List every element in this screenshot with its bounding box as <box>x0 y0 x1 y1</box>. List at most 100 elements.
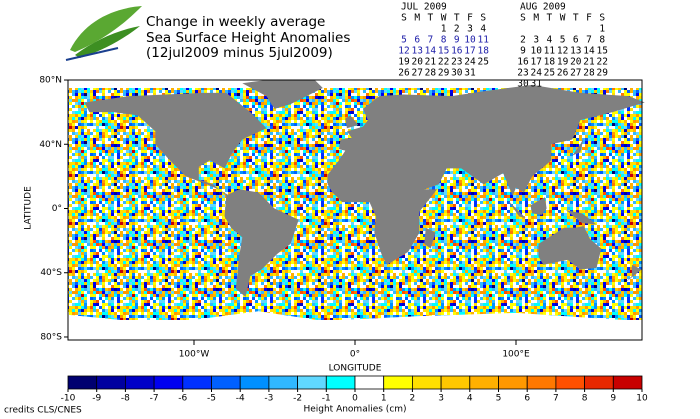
calendar-day: 15 <box>438 46 449 57</box>
color-box <box>268 375 298 390</box>
calendar-day: 22 <box>438 57 449 68</box>
weekday: F <box>586 13 592 24</box>
colorbar-tick-label: 4 <box>467 394 473 404</box>
credits: credits CLS/CNES <box>4 406 82 416</box>
calendar-day: 28 <box>583 68 595 79</box>
weekday: S <box>599 13 605 24</box>
calendar-day: 31 <box>530 79 542 90</box>
color-box <box>383 375 413 390</box>
continent <box>224 189 299 297</box>
calendar-day: 14 <box>583 46 595 57</box>
colorbar-tick-label: 9 <box>610 394 616 404</box>
color-box <box>498 375 528 390</box>
continent <box>564 137 584 159</box>
calendar-day: 17 <box>530 57 541 68</box>
y-tick-label: 80°N <box>39 76 62 86</box>
y-axis-label: LATITUDE <box>24 186 34 230</box>
calendar-day: 25 <box>477 57 488 68</box>
calendar-month: JUL 2009 <box>401 2 447 13</box>
calendar-day: 14 <box>425 46 437 57</box>
calendar-day: 30 <box>517 79 529 90</box>
continent <box>345 115 359 129</box>
weekday: T <box>573 13 579 24</box>
calendar-day: 7 <box>428 35 434 46</box>
color-box <box>239 375 270 390</box>
color-box <box>67 375 98 390</box>
color-box <box>440 375 471 390</box>
x-tick-label: 100°W <box>179 350 210 360</box>
title-line: Sea Surface Height Anomalies <box>146 30 350 46</box>
calendar-day: 22 <box>596 57 607 68</box>
calendar-day: 10 <box>464 35 476 46</box>
calendar-day: 19 <box>557 57 569 68</box>
calendar-day: 5 <box>560 35 566 46</box>
calendar-day: 24 <box>464 57 476 68</box>
color-box <box>96 375 126 390</box>
calendar-day: 2 <box>520 35 526 46</box>
continent <box>84 92 267 196</box>
calendar-day: 8 <box>441 35 447 46</box>
calendar-month: AUG 2009 <box>520 2 566 13</box>
calendar-day: 19 <box>398 57 410 68</box>
continent <box>538 226 602 270</box>
calendar-day: 6 <box>414 35 420 46</box>
colorbar-tick-label: -3 <box>264 394 273 404</box>
colorbar-tick-label: 1 <box>381 394 387 404</box>
continent <box>242 80 323 109</box>
y-tick-label: 40°N <box>39 140 62 150</box>
colorbar-tick-label: 0 <box>352 394 358 404</box>
title-line: (12jul2009 minus 5jul2009) <box>146 45 333 61</box>
calendar-day: 5 <box>401 35 407 46</box>
color-box <box>555 375 586 390</box>
colorbar-tick-label: 8 <box>582 394 588 404</box>
colorbar-tick-label: 5 <box>496 394 502 404</box>
calendar-day: 12 <box>398 46 409 57</box>
colorbar-tick-label: -10 <box>61 394 76 404</box>
calendar-day: 13 <box>411 46 422 57</box>
continent <box>565 210 597 225</box>
weekday: W <box>560 13 566 24</box>
weekday: W <box>441 13 447 24</box>
colorbar-tick-label: -1 <box>322 394 331 404</box>
calendar-day: 31 <box>464 68 476 79</box>
colorbar-tick-label: 10 <box>636 394 648 404</box>
weekday: M <box>414 13 420 24</box>
color-box <box>411 375 442 390</box>
weekday: S <box>520 13 526 24</box>
calendar-day: 11 <box>544 46 556 57</box>
continent <box>327 84 645 265</box>
title-line: Change in weekly average <box>146 14 325 30</box>
colorbar-tick-label: 3 <box>438 394 444 404</box>
colorbar-tick-label: -7 <box>150 394 159 404</box>
calendar-day: 29 <box>596 68 608 79</box>
logo <box>65 6 142 61</box>
continent <box>625 264 642 283</box>
calendar-day: 25 <box>544 68 555 79</box>
calendar-day: 3 <box>533 35 539 46</box>
calendar-day: 12 <box>557 46 568 57</box>
color-box <box>469 375 499 390</box>
color-box <box>125 375 155 390</box>
calendar-day: 27 <box>570 68 581 79</box>
y-tick-label: 40°S <box>40 268 62 278</box>
y-tick-label: 80°S <box>40 332 62 342</box>
calendar-day: 21 <box>583 57 595 68</box>
calendar-day: 20 <box>411 57 423 68</box>
color-box <box>297 375 327 390</box>
calendar-day: 16 <box>517 57 529 68</box>
calendar-day: 24 <box>530 68 542 79</box>
color-box <box>612 375 643 390</box>
calendar-day: 10 <box>530 46 542 57</box>
color-box <box>354 375 385 390</box>
weekday: S <box>480 13 486 24</box>
colorbar-label: Height Anomalies (cm) <box>303 405 406 415</box>
color-box <box>153 375 184 390</box>
colorbar-tick-label: 7 <box>553 394 559 404</box>
calendar-day: 21 <box>425 57 437 68</box>
weekday: T <box>454 13 460 24</box>
land <box>65 80 645 337</box>
calendar-day: 23 <box>517 68 528 79</box>
color-box <box>325 375 356 390</box>
calendar-day: 26 <box>398 68 410 79</box>
